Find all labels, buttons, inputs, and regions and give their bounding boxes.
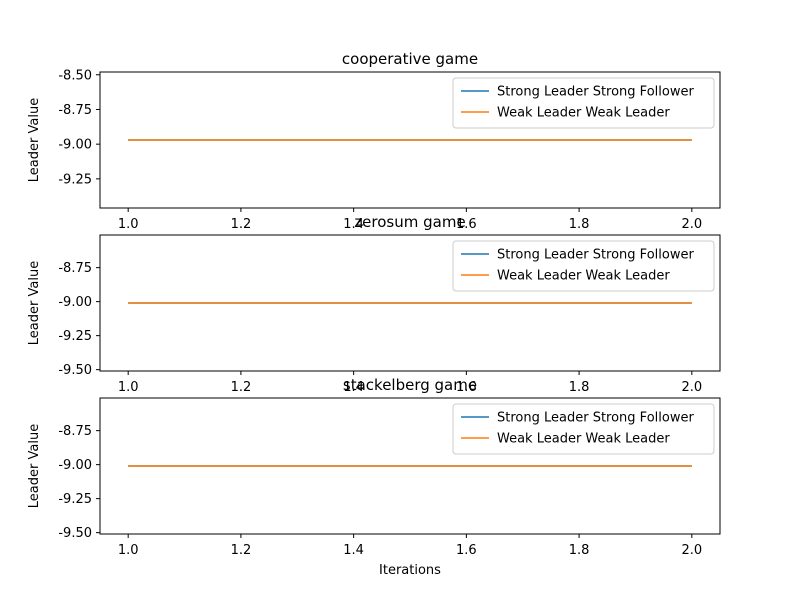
y-tick-label: -9.00 <box>58 458 92 473</box>
x-tick-label: 1.2 <box>231 217 252 232</box>
legend-box <box>452 403 715 455</box>
legend-label: Weak Leader Weak Leader <box>497 106 670 121</box>
x-tick-label: 1.4 <box>343 543 364 558</box>
legend-label: Strong Leader Strong Follower <box>497 85 694 100</box>
axes-frame <box>99 234 721 372</box>
y-tick-label: -8.50 <box>58 68 92 83</box>
chart-title: stackelberg game <box>343 376 477 394</box>
legend-label: Weak Leader Weak Leader <box>497 432 670 447</box>
y-tick-label: -9.00 <box>58 138 92 153</box>
y-tick-label: -9.00 <box>58 295 92 310</box>
legend-box <box>452 77 715 129</box>
x-tick-label: 2.0 <box>681 543 702 558</box>
y-tick-label: -9.25 <box>58 329 92 344</box>
y-tick-label: -9.50 <box>58 526 92 541</box>
x-tick-label: 1.0 <box>118 217 139 232</box>
x-tick-label: 1.8 <box>569 380 590 395</box>
x-tick-label: 1.4 <box>343 380 364 395</box>
chart-title: zerosum game <box>354 213 465 231</box>
x-tick-label: 1.4 <box>343 217 364 232</box>
y-tick-label: -9.50 <box>58 363 92 378</box>
x-tick-label: 1.6 <box>456 217 477 232</box>
x-tick-label: 1.8 <box>569 543 590 558</box>
x-tick-label: 2.0 <box>681 380 702 395</box>
legend-label: Strong Leader Strong Follower <box>497 248 694 263</box>
y-tick-label: -8.75 <box>58 261 92 276</box>
legend-label: Strong Leader Strong Follower <box>497 411 694 426</box>
axes-frame <box>99 397 721 535</box>
y-tick-label: -8.75 <box>58 424 92 439</box>
y-axis-label: Leader Value <box>27 261 42 345</box>
y-tick-label: -9.25 <box>58 172 92 187</box>
x-tick-label: 1.0 <box>118 380 139 395</box>
y-tick-label: -8.75 <box>58 103 92 118</box>
x-axis-label: Iterations <box>379 563 441 578</box>
y-axis-label: Leader Value <box>27 98 42 182</box>
chart-title: cooperative game <box>342 50 478 68</box>
axes-frame <box>99 71 721 209</box>
y-tick-label: -9.25 <box>58 492 92 507</box>
x-tick-label: 2.0 <box>681 217 702 232</box>
legend-box <box>452 240 715 292</box>
x-tick-label: 1.2 <box>231 543 252 558</box>
x-tick-label: 1.0 <box>118 543 139 558</box>
y-axis-label: Leader Value <box>27 424 42 508</box>
x-tick-label: 1.2 <box>231 380 252 395</box>
x-tick-label: 1.6 <box>456 543 477 558</box>
x-tick-label: 1.6 <box>456 380 477 395</box>
legend-label: Weak Leader Weak Leader <box>497 269 670 284</box>
x-tick-label: 1.8 <box>569 217 590 232</box>
